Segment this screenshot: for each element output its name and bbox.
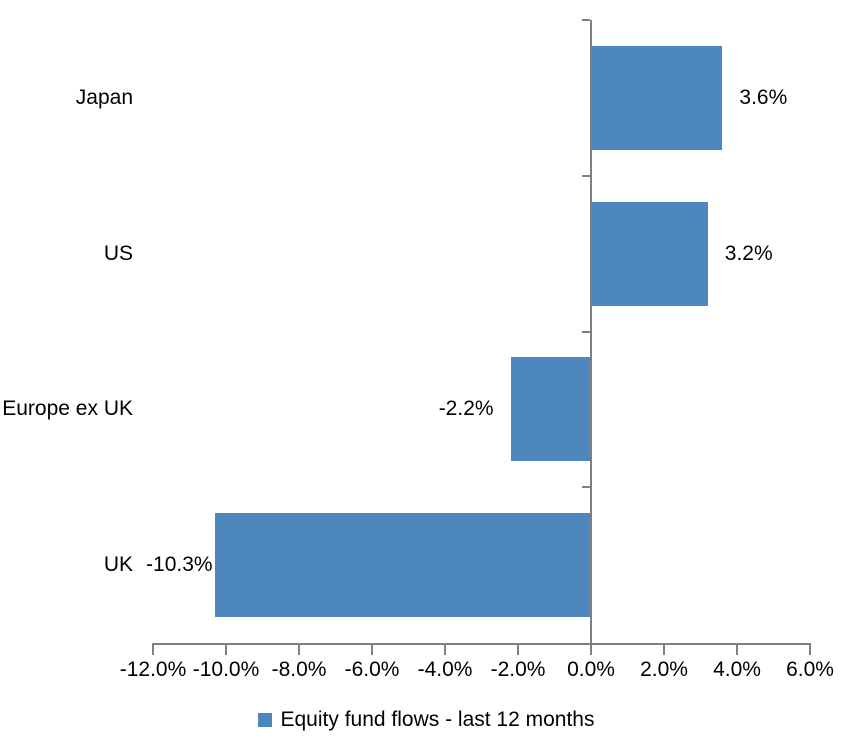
value-label: 3.6% (739, 85, 788, 109)
bar (510, 357, 591, 462)
legend: Equity fund flows - last 12 months (0, 708, 852, 732)
y-axis-tick (582, 486, 590, 489)
x-axis-line (152, 643, 811, 645)
legend-marker-icon (257, 713, 272, 727)
x-axis-tick (444, 643, 446, 655)
bar (215, 513, 591, 618)
x-axis-tick (298, 643, 300, 655)
x-axis-tick (371, 643, 373, 655)
legend-label: Equity fund flows - last 12 months (280, 708, 595, 731)
value-label: -10.3% (146, 553, 213, 577)
x-tick-label: -12.0% (119, 658, 187, 681)
x-axis-tick (590, 643, 592, 655)
y-axis-tick (582, 19, 590, 21)
category-label: Japan (75, 85, 133, 109)
bar (591, 45, 723, 150)
x-axis-tick (152, 643, 154, 655)
y-axis-tick (582, 330, 590, 333)
x-tick-label: -6.0% (344, 658, 400, 681)
value-label: -2.2% (438, 397, 494, 421)
x-axis-tick (663, 643, 665, 655)
x-axis-tick (809, 643, 811, 655)
x-tick-label: -8.0% (271, 658, 327, 681)
x-axis-tick (225, 643, 227, 655)
category-label: UK (103, 553, 133, 577)
x-axis-tick (517, 643, 519, 655)
category-label: US (103, 241, 133, 265)
bar (591, 201, 708, 306)
x-tick-label: 2.0% (640, 658, 688, 681)
x-axis-tick (736, 643, 738, 655)
y-axis-tick (582, 174, 590, 177)
value-label: 3.2% (724, 241, 773, 265)
x-tick-label: -10.0% (192, 658, 260, 681)
x-tick-label: 4.0% (713, 658, 761, 681)
y-axis-line (590, 20, 592, 655)
x-tick-label: 6.0% (786, 658, 834, 681)
category-label: Europe ex UK (2, 397, 133, 421)
x-tick-label: -2.0% (490, 658, 546, 681)
x-tick-label: -4.0% (417, 658, 473, 681)
x-tick-label: 0.0% (567, 658, 615, 681)
